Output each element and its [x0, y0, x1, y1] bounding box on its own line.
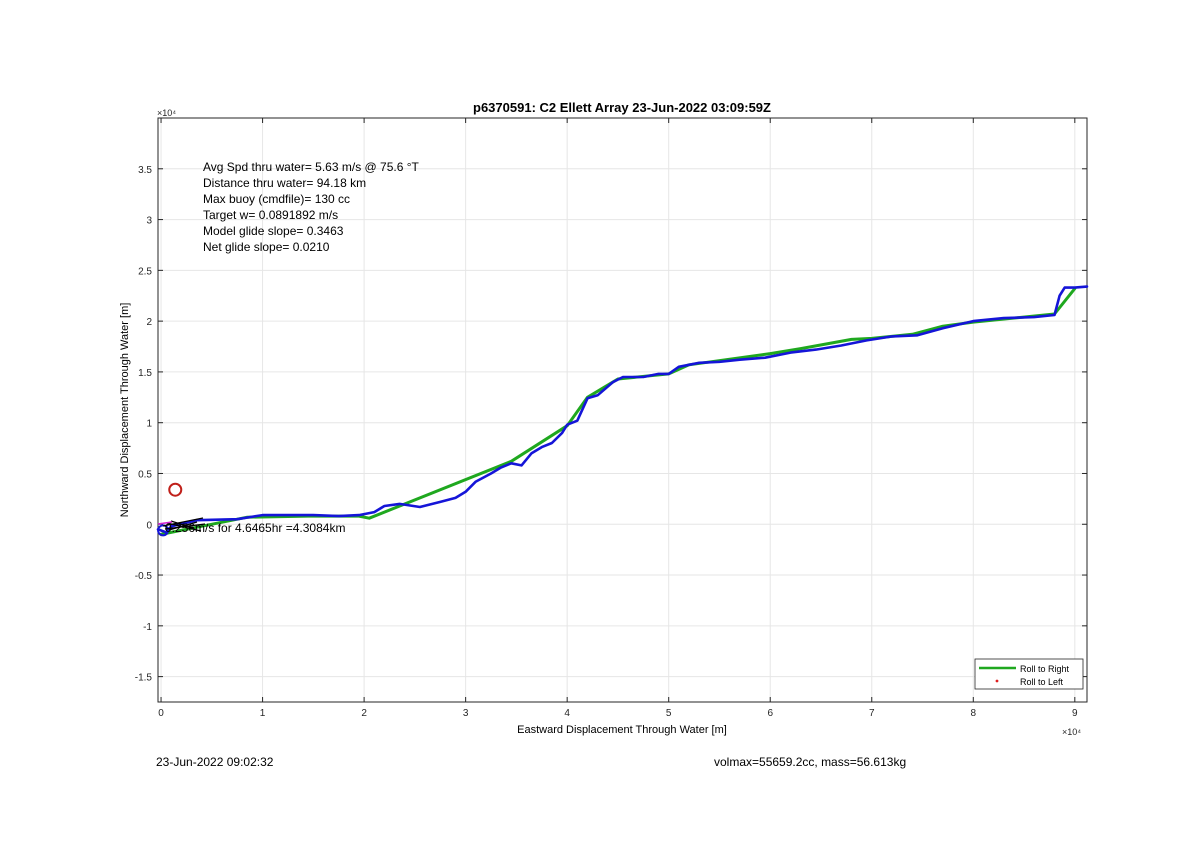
x-axis-exponent: ×10⁴ — [1062, 727, 1081, 737]
chart-title: p6370591: C2 Ellett Array 23-Jun-2022 03… — [473, 100, 771, 115]
legend-label-roll-right: Roll to Right — [1020, 664, 1070, 674]
annotation-line: Model glide slope= 0.3463 — [203, 224, 344, 238]
y-tick-label: 0.5 — [138, 469, 152, 480]
x-tick-label: 4 — [564, 708, 570, 719]
current-arrow — [164, 523, 206, 530]
legend-swatch-roll-left — [995, 679, 999, 683]
y-tick-label: -1 — [143, 622, 152, 633]
x-tick-label: 3 — [463, 708, 469, 719]
legend-label-roll-left: Roll to Left — [1020, 677, 1064, 687]
annotations: Avg Spd thru water= 5.63 m/s @ 75.6 °T Di… — [203, 160, 420, 254]
annotation-line: Avg Spd thru water= 5.63 m/s @ 75.6 °T — [203, 160, 420, 174]
x-tick-label: 8 — [971, 708, 977, 719]
series-track — [156, 285, 1089, 534]
series-layer — [156, 285, 1089, 537]
y-axis-exponent: ×10⁴ — [157, 108, 176, 118]
x-tick-label: 6 — [767, 708, 773, 719]
x-tick-label: 7 — [869, 708, 875, 719]
footer-timestamp: 23-Jun-2022 09:02:32 — [156, 755, 274, 769]
axes-box — [157, 117, 1088, 703]
x-tick-label: 0 — [158, 708, 164, 719]
current-label: 0.256m/s for 4.6465hr =4.3084km — [165, 521, 345, 535]
annotation-line: Target w= 0.0891892 m/s — [203, 208, 338, 222]
y-tick-label: 2 — [146, 317, 152, 328]
heading-line — [157, 521, 173, 525]
x-axis-label: Eastward Displacement Through Water [m] — [517, 724, 727, 736]
y-tick-label: 0 — [146, 520, 152, 531]
current-arrow — [170, 520, 194, 529]
y-tick-label: 2.5 — [138, 266, 152, 277]
x-tick-label: 5 — [666, 708, 672, 719]
legend-box — [974, 658, 1084, 690]
annotation-line: Net glide slope= 0.0210 — [203, 240, 330, 254]
y-axis-label: Northward Displacement Through Water [m] — [119, 303, 131, 518]
axis-ticks: 0 1 2 3 4 5 6 7 8 9 -1.5 -1 -0.5 0 0.5 1 1.5 2 2.5 3 3.5 — [135, 118, 1087, 719]
y-tick-label: -1.5 — [135, 673, 153, 684]
footer-stats: volmax=55659.2cc, mass=56.613kg — [714, 755, 907, 769]
current-arrow — [162, 517, 204, 527]
annotation-line: Max buoy (cmdfile)= 130 cc — [203, 192, 350, 206]
series-roll-to-right — [159, 287, 1077, 536]
y-tick-label: -0.5 — [135, 571, 153, 582]
marker-roll-to-left — [168, 482, 183, 497]
x-tick-label: 1 — [260, 708, 266, 719]
y-tick-label: 1 — [146, 419, 152, 430]
current-vectors: 0.256m/s for 4.6465hr =4.3084km — [157, 517, 345, 535]
x-tick-label: 2 — [361, 708, 367, 719]
y-tick-label: 3 — [146, 216, 152, 227]
legend: Roll to Right Roll to Left — [974, 658, 1084, 690]
current-arrow — [168, 521, 198, 531]
current-arrow — [166, 522, 202, 532]
y-tick-label: 1.5 — [138, 368, 152, 379]
x-tick-label: 9 — [1072, 708, 1078, 719]
annotation-line: Distance thru water= 94.18 km — [203, 176, 366, 190]
grid-lines — [158, 118, 1087, 702]
y-tick-label: 3.5 — [138, 165, 152, 176]
